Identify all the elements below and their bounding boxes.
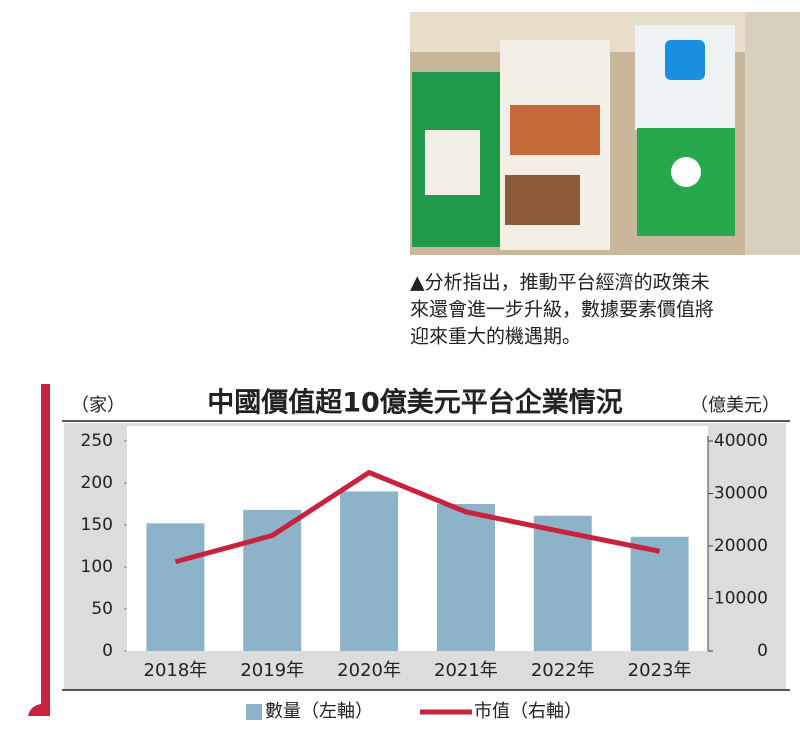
y-tick-label: 50 bbox=[91, 599, 113, 619]
x-tick-label: 2022年 bbox=[531, 660, 595, 681]
bar bbox=[630, 536, 689, 651]
y-tick-label: 200 bbox=[81, 473, 113, 493]
y2-tick-label: 20000 bbox=[714, 536, 768, 556]
bar bbox=[146, 523, 205, 651]
x-tick-label: 2020年 bbox=[337, 660, 401, 681]
caption-line: 迎來重大的機遇期。 bbox=[410, 326, 581, 348]
photo-wechat-logo bbox=[671, 157, 701, 187]
photo-food bbox=[505, 175, 580, 225]
photo-qr bbox=[425, 130, 480, 195]
x-tick-label: 2019年 bbox=[240, 660, 304, 681]
y-tick-label: 150 bbox=[81, 515, 113, 535]
bar bbox=[243, 509, 302, 651]
caption-line: ▲分析指出，推動平台經濟的政策未 bbox=[410, 272, 710, 294]
y2-tick-label: 0 bbox=[757, 641, 768, 661]
chart-title: 中國價值超10億美元平台企業情況 bbox=[207, 387, 623, 419]
legend-label: 數量（左軸） bbox=[265, 701, 373, 722]
y-tick-label: 250 bbox=[81, 431, 113, 451]
x-tick-label: 2023年 bbox=[628, 660, 692, 681]
y-tick-label: 0 bbox=[102, 641, 113, 661]
photo-side bbox=[745, 12, 800, 255]
y-tick-label: 100 bbox=[81, 557, 113, 577]
plot-area bbox=[127, 426, 708, 651]
line bbox=[174, 470, 661, 565]
y2-tick-label: 10000 bbox=[714, 589, 768, 609]
photo-alipay-logo bbox=[665, 40, 705, 80]
y-axis-unit: （家） bbox=[71, 395, 125, 416]
accent-bar bbox=[41, 384, 50, 704]
accent-foot bbox=[28, 704, 50, 716]
bar bbox=[436, 504, 495, 651]
x-tick-label: 2021年 bbox=[434, 660, 498, 681]
photo bbox=[410, 12, 800, 255]
legend-label: 市值（右軸） bbox=[474, 701, 582, 722]
x-tick-label: 2018年 bbox=[144, 660, 208, 681]
legend-swatch bbox=[246, 704, 262, 720]
y2-tick-label: 40000 bbox=[714, 431, 768, 451]
bar bbox=[340, 491, 399, 651]
photo-food bbox=[510, 105, 600, 155]
bar bbox=[533, 515, 592, 651]
caption: ▲分析指出，推動平台經濟的政策未來還會進一步升級，數據要素價值將迎來重大的機遇期… bbox=[410, 272, 714, 348]
caption-line: 來還會進一步升級，數據要素價值將 bbox=[410, 299, 714, 321]
y2-axis-unit: （億美元） bbox=[690, 395, 780, 416]
y2-tick-label: 30000 bbox=[714, 484, 768, 504]
